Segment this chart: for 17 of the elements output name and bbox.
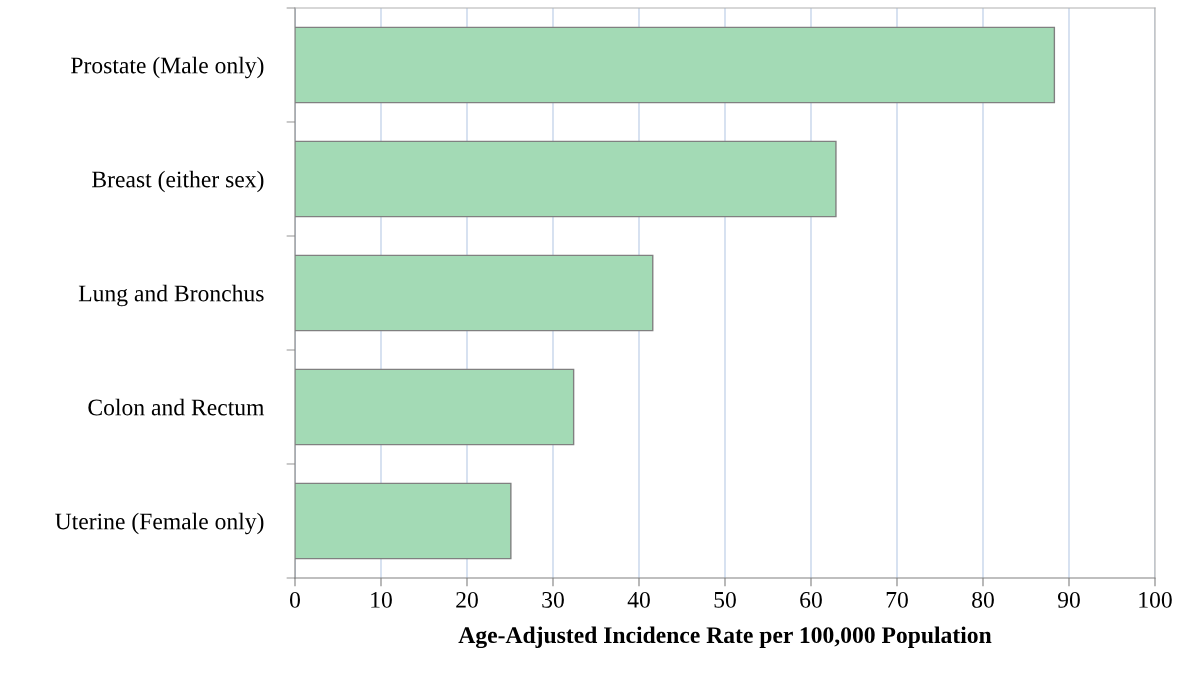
x-tick-label: 50: [714, 591, 736, 608]
x-tick-label: 40: [627, 591, 650, 608]
y-tick-label: Prostate (Male only): [71, 56, 264, 79]
x-tick-label: 100: [1139, 591, 1172, 608]
x-tick-label: 0: [290, 591, 300, 608]
y-tick-label: Lung and Bronchus: [78, 284, 264, 307]
x-tick-label: 90: [1057, 591, 1080, 608]
x-axis-title: Age-Adjusted Incidence Rate per 100,000 Population: [458, 626, 992, 649]
x-tick-label: 80: [972, 591, 994, 608]
x-tick-label: 10: [371, 591, 392, 608]
x-tick-label: 60: [800, 591, 822, 608]
x-tick-label: 70: [886, 591, 908, 608]
y-tick-label: Colon and Rectum: [88, 398, 265, 416]
x-tick-label: 20: [456, 591, 478, 608]
x-tick-label: 30: [542, 591, 564, 608]
y-tick-label: Uterine (Female only): [55, 512, 264, 535]
y-tick-label: Breast (either sex): [92, 170, 264, 193]
